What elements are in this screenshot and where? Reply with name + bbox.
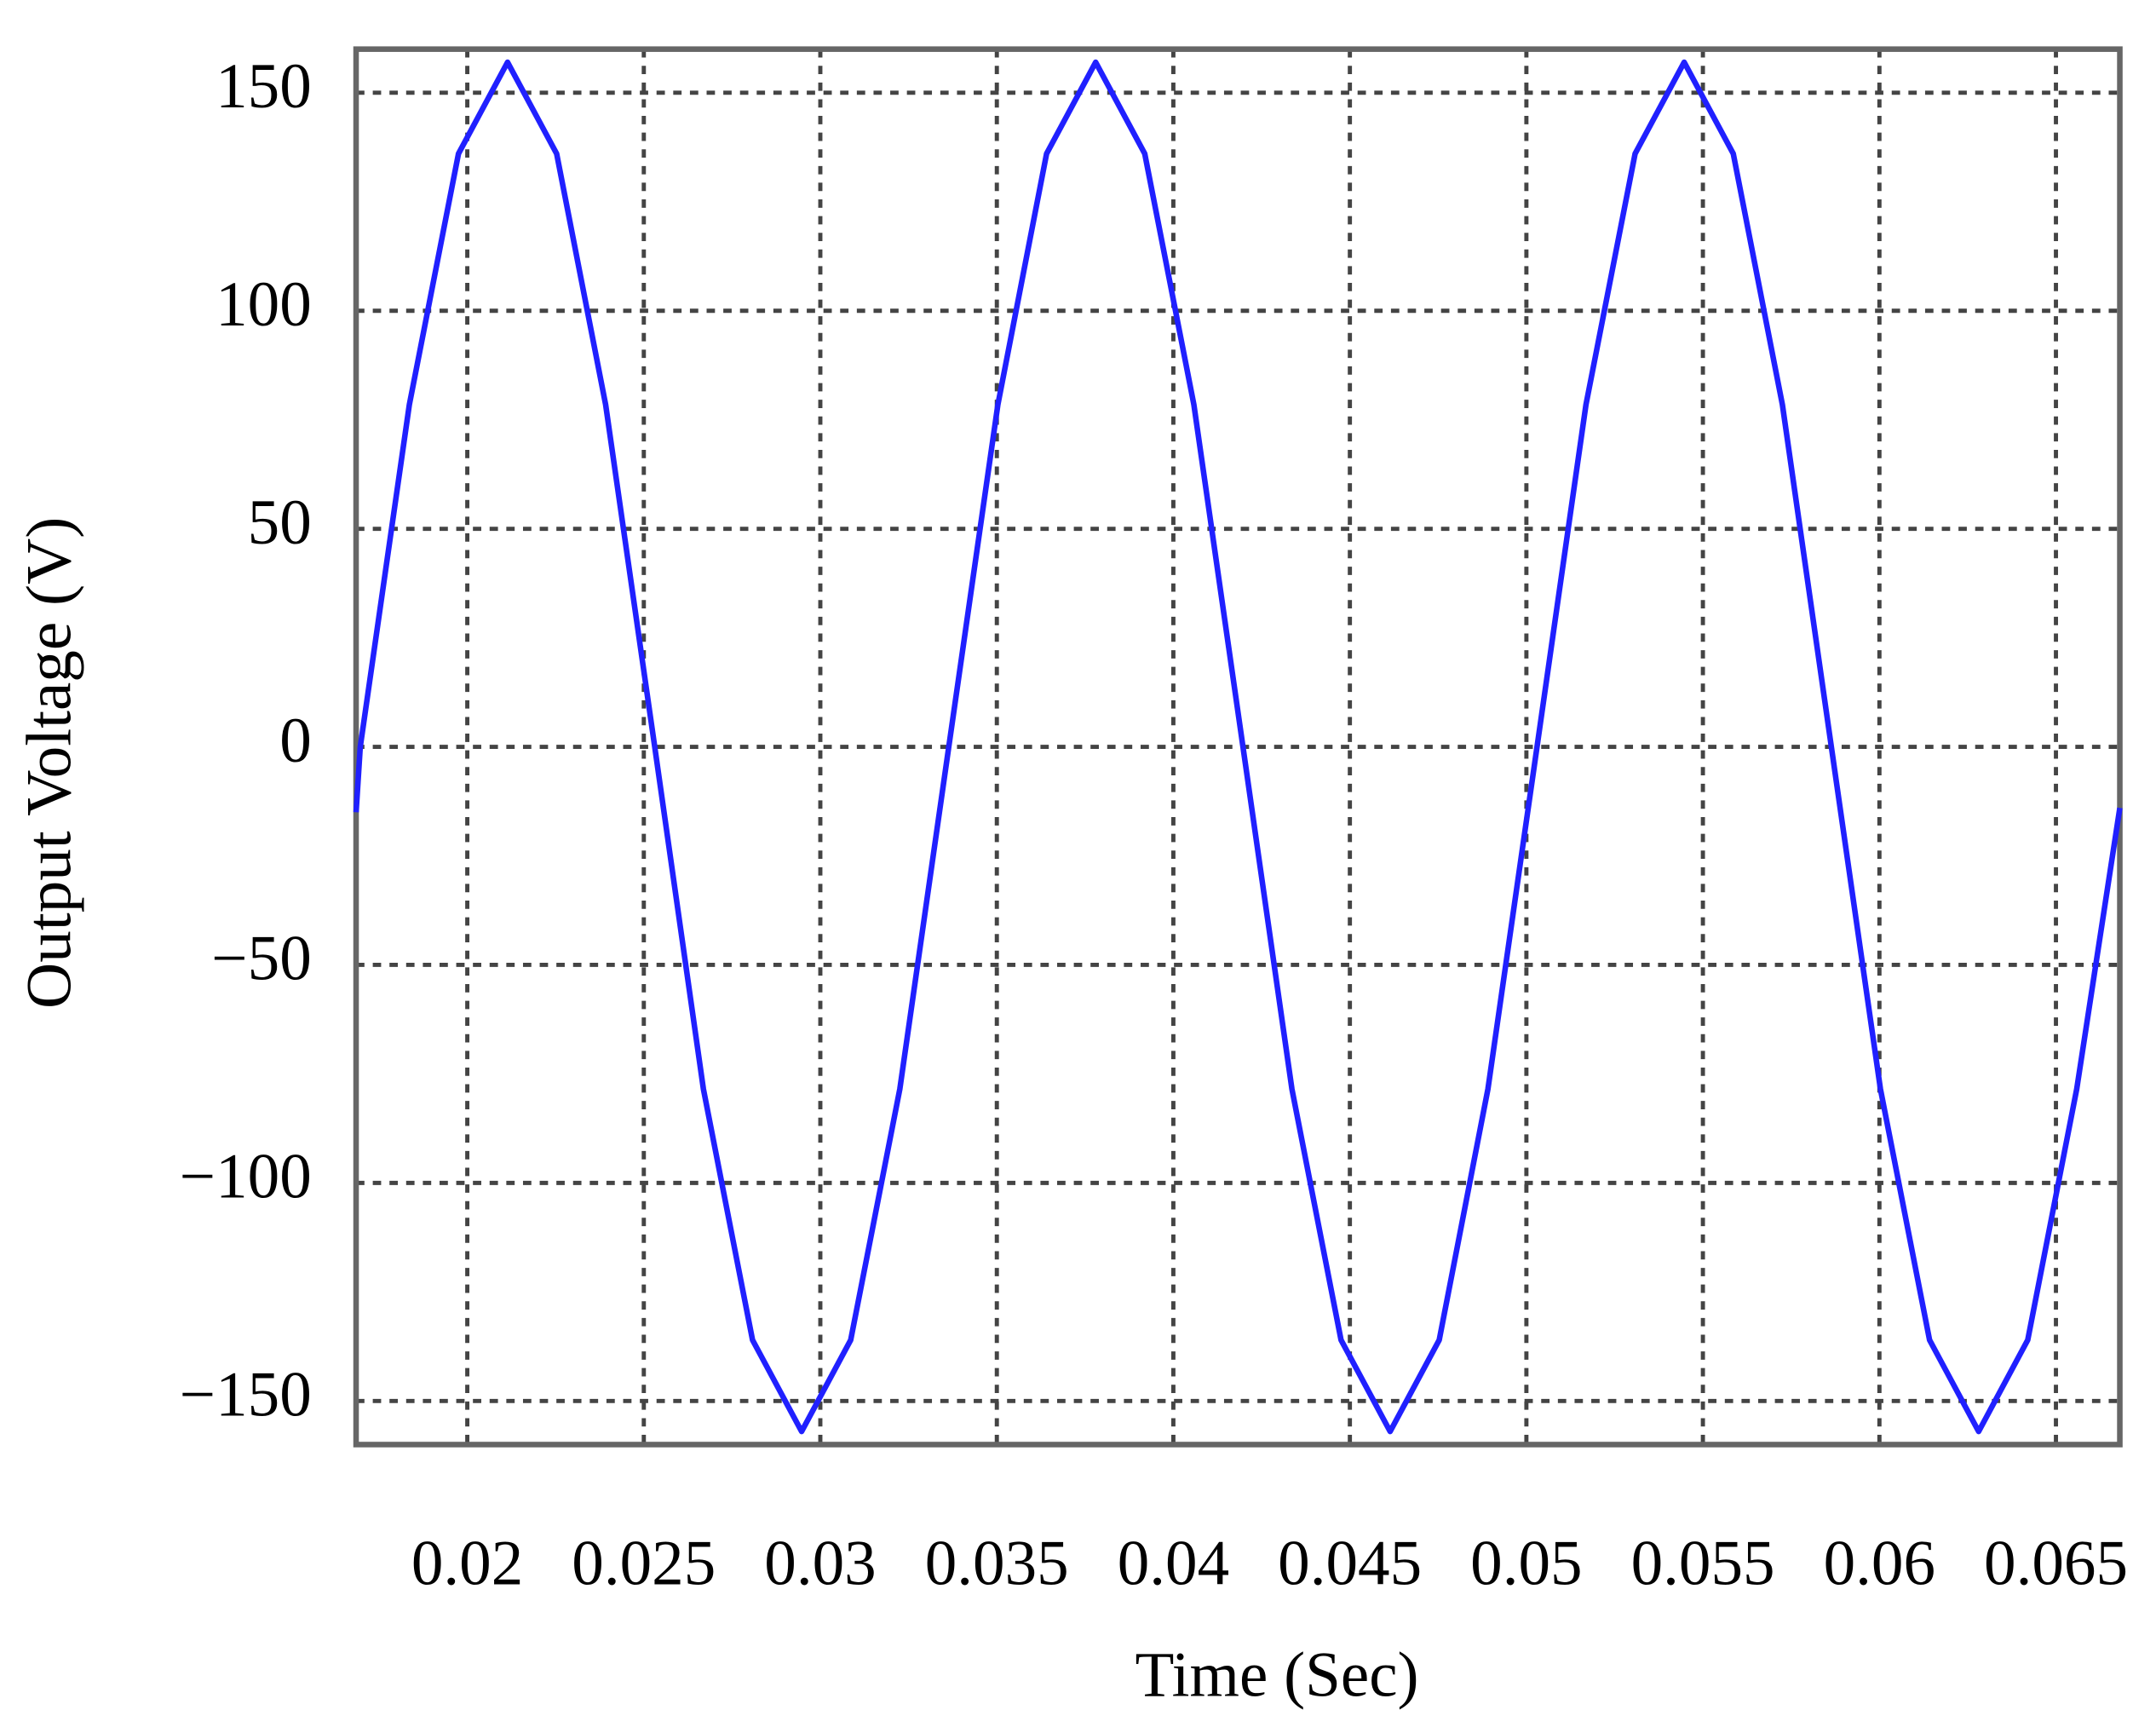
x-axis-label: Time (Sec) xyxy=(1135,1639,1418,1710)
x-tick-label: 0.03 xyxy=(764,1529,876,1599)
y-tick-label: 100 xyxy=(216,269,312,340)
y-tick-label: −100 xyxy=(180,1142,312,1212)
data-line xyxy=(353,59,2123,1435)
x-tick-label: 0.06 xyxy=(1824,1529,1935,1599)
x-tick-label: 0.055 xyxy=(1631,1529,1775,1599)
x-tick-label: 0.05 xyxy=(1470,1529,1582,1599)
y-tick-label: 50 xyxy=(248,487,312,558)
y-tick-label: −50 xyxy=(211,924,311,994)
x-tick-label: 0.035 xyxy=(925,1529,1069,1599)
y-axis-label: Output Voltage (V) xyxy=(14,517,85,1009)
x-tick-label: 0.065 xyxy=(1984,1529,2128,1599)
x-tick-label: 0.02 xyxy=(411,1529,523,1599)
y-tick-label: −150 xyxy=(180,1360,312,1431)
x-tick-label: 0.04 xyxy=(1118,1529,1229,1599)
y-tick-label: 0 xyxy=(279,705,312,776)
x-tick-label: 0.025 xyxy=(572,1529,716,1599)
x-tick-label: 0.045 xyxy=(1278,1529,1422,1599)
y-tick-label: 150 xyxy=(216,51,312,122)
plot-frame xyxy=(353,46,2123,1448)
